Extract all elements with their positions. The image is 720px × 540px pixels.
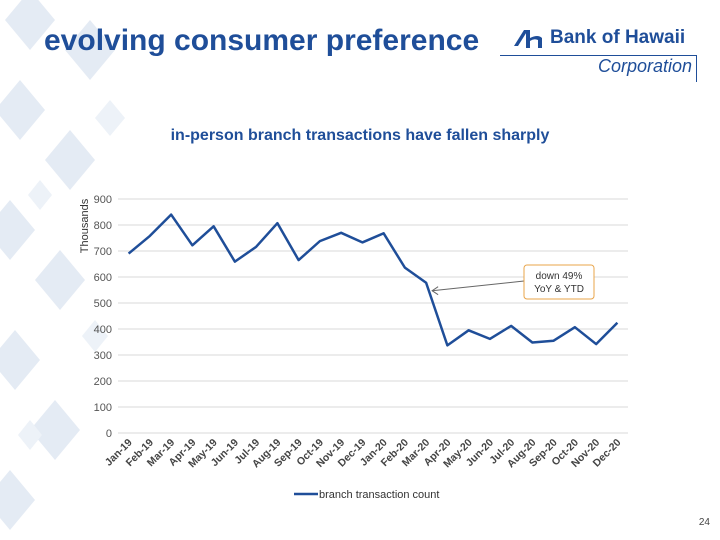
bank-logo-name: Bank of Hawaii (550, 27, 686, 48)
legend-label: branch transaction count (319, 489, 439, 501)
bank-logo-corporation: Corporation (598, 56, 693, 76)
y-tick-label: 400 (94, 324, 112, 336)
series-line-branch-transaction-count (127, 213, 619, 347)
bank-logo: Bank of Hawaii Corporation (512, 26, 702, 77)
y-tick-label: 500 (94, 298, 112, 310)
annotation-text-line1: down 49% (536, 271, 583, 282)
y-tick-label: 900 (94, 194, 112, 206)
annotation-box (523, 264, 595, 300)
y-tick-label: 700 (94, 246, 112, 258)
y-tick-label: 600 (94, 272, 112, 284)
annotation-text-line2: YoY & YTD (534, 284, 584, 295)
y-axis-ticks: 0 100 200 300 400 500 600 700 800 900 (94, 194, 112, 440)
page-number: 24 (698, 517, 710, 528)
logo-divider-vertical (696, 55, 697, 82)
y-tick-label: 300 (94, 350, 112, 362)
annotation-arrow (432, 280, 525, 292)
annotation-arrow-head (431, 286, 439, 296)
chart-subtitle: in-person branch transactions have falle… (170, 127, 550, 144)
grid-lines (118, 198, 628, 434)
y-tick-label: 100 (94, 402, 112, 414)
logo-divider (500, 55, 696, 56)
chart-legend: branch transaction count (294, 489, 439, 501)
background-star-pattern (0, 0, 125, 530)
series-points (128, 214, 618, 346)
slide-title: evolving consumer preference (44, 24, 480, 57)
x-axis-ticks: Jan-19Feb-19Mar-19Apr-19May-19Jun-19Jul-… (103, 437, 624, 471)
y-tick-label: 800 (94, 220, 112, 232)
y-axis-label: Thousands (79, 198, 91, 253)
annotation-callout: down 49% YoY & YTD (431, 264, 595, 300)
bank-logo-icon (514, 30, 542, 48)
y-tick-label: 0 (106, 428, 112, 440)
y-tick-label: 200 (94, 376, 112, 388)
